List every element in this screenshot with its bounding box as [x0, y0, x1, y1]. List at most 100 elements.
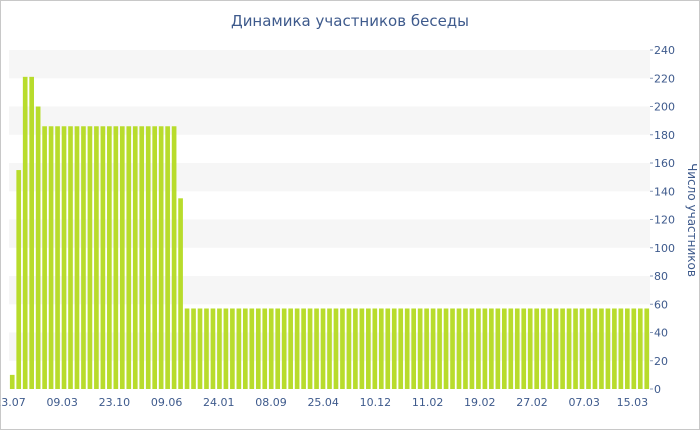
bar [573, 308, 578, 389]
bar [35, 106, 41, 389]
bar [417, 308, 423, 389]
bar [87, 126, 93, 390]
bar [411, 308, 416, 389]
bar [424, 308, 429, 389]
bar [430, 308, 436, 389]
x-tick-label: 25.04 [307, 396, 339, 409]
bar [346, 308, 352, 389]
bar [16, 170, 22, 389]
bar [191, 308, 196, 389]
bar [119, 126, 125, 390]
bar [333, 308, 339, 389]
bar [55, 126, 60, 390]
bar [631, 308, 637, 389]
bar [514, 308, 520, 389]
bar [579, 308, 585, 389]
x-tick-label: 11.02 [412, 396, 444, 409]
x-tick-label: 27.02 [516, 396, 548, 409]
bar [476, 308, 481, 389]
bar [9, 374, 15, 390]
bars [9, 76, 650, 390]
bar [68, 126, 73, 390]
bar [592, 308, 598, 389]
x-tick-label: 15.03 [617, 396, 649, 409]
y-tick-label: 40 [654, 327, 668, 340]
x-tick-label: 07.03 [568, 396, 600, 409]
bar [456, 308, 462, 389]
bar [152, 126, 158, 390]
y-axis-label: Число участников [685, 163, 699, 277]
bar [501, 308, 507, 389]
x-tick-label: 09.03 [46, 396, 78, 409]
bar [275, 308, 281, 389]
x-tick-label: 24.01 [203, 396, 235, 409]
y-tick-label: 120 [654, 214, 675, 227]
bar [320, 308, 326, 389]
bar [637, 308, 643, 389]
bar [230, 308, 235, 389]
grid-band [9, 50, 650, 79]
bar [404, 308, 410, 389]
bar [48, 126, 54, 390]
x-tick-label: 23.07 [0, 396, 26, 409]
bar [521, 308, 527, 389]
bar [618, 308, 624, 389]
bar [132, 126, 138, 390]
bar [327, 308, 332, 389]
bar [204, 308, 209, 389]
bar [288, 308, 293, 389]
bar [268, 308, 274, 389]
bar [437, 308, 442, 389]
x-tick-label: 10.12 [360, 396, 392, 409]
bar [171, 126, 177, 390]
chart-title: Динамика участников беседы [230, 12, 470, 30]
bar [547, 308, 552, 389]
bar [553, 308, 559, 389]
x-tick-label: 09.06 [151, 396, 183, 409]
bar [158, 126, 164, 390]
bar [184, 308, 190, 389]
bar [139, 126, 145, 390]
bar [262, 308, 268, 389]
bar [489, 308, 494, 389]
x-tick-label: 23.10 [99, 396, 131, 409]
bar [482, 308, 488, 389]
grid-band [9, 78, 650, 107]
bar [398, 308, 404, 389]
y-tick-label: 180 [654, 129, 675, 142]
bar [74, 126, 80, 390]
bar [178, 198, 183, 389]
y-tick-label: 60 [654, 298, 668, 311]
bar [94, 126, 99, 390]
bar [249, 308, 255, 389]
x-tick-label: 08.09 [255, 396, 287, 409]
bar [197, 308, 203, 389]
bar [307, 308, 313, 389]
bar [495, 308, 501, 389]
bar [560, 308, 565, 389]
bar [22, 76, 28, 389]
bar [366, 308, 371, 389]
bar [463, 308, 468, 389]
y-tick-label: 20 [654, 355, 668, 368]
bar [210, 308, 216, 389]
bar [450, 308, 455, 389]
bar [353, 308, 358, 389]
bar [42, 126, 47, 390]
y-tick-label: 160 [654, 157, 675, 170]
bar [126, 126, 132, 390]
bar [100, 126, 106, 390]
bar [281, 308, 287, 389]
bar [165, 126, 170, 390]
y-tick-label: 0 [654, 383, 661, 396]
y-tick-label: 220 [654, 72, 675, 85]
bar [29, 76, 34, 389]
bar [612, 308, 617, 389]
x-axis-ticks: 23.07 09.03 23.10 09.06 24.01 08.09 25.04 10.12… [0, 396, 648, 409]
bar [223, 308, 229, 389]
bar [378, 308, 384, 389]
bar [391, 308, 397, 389]
bar [340, 308, 345, 389]
bar [107, 126, 112, 390]
